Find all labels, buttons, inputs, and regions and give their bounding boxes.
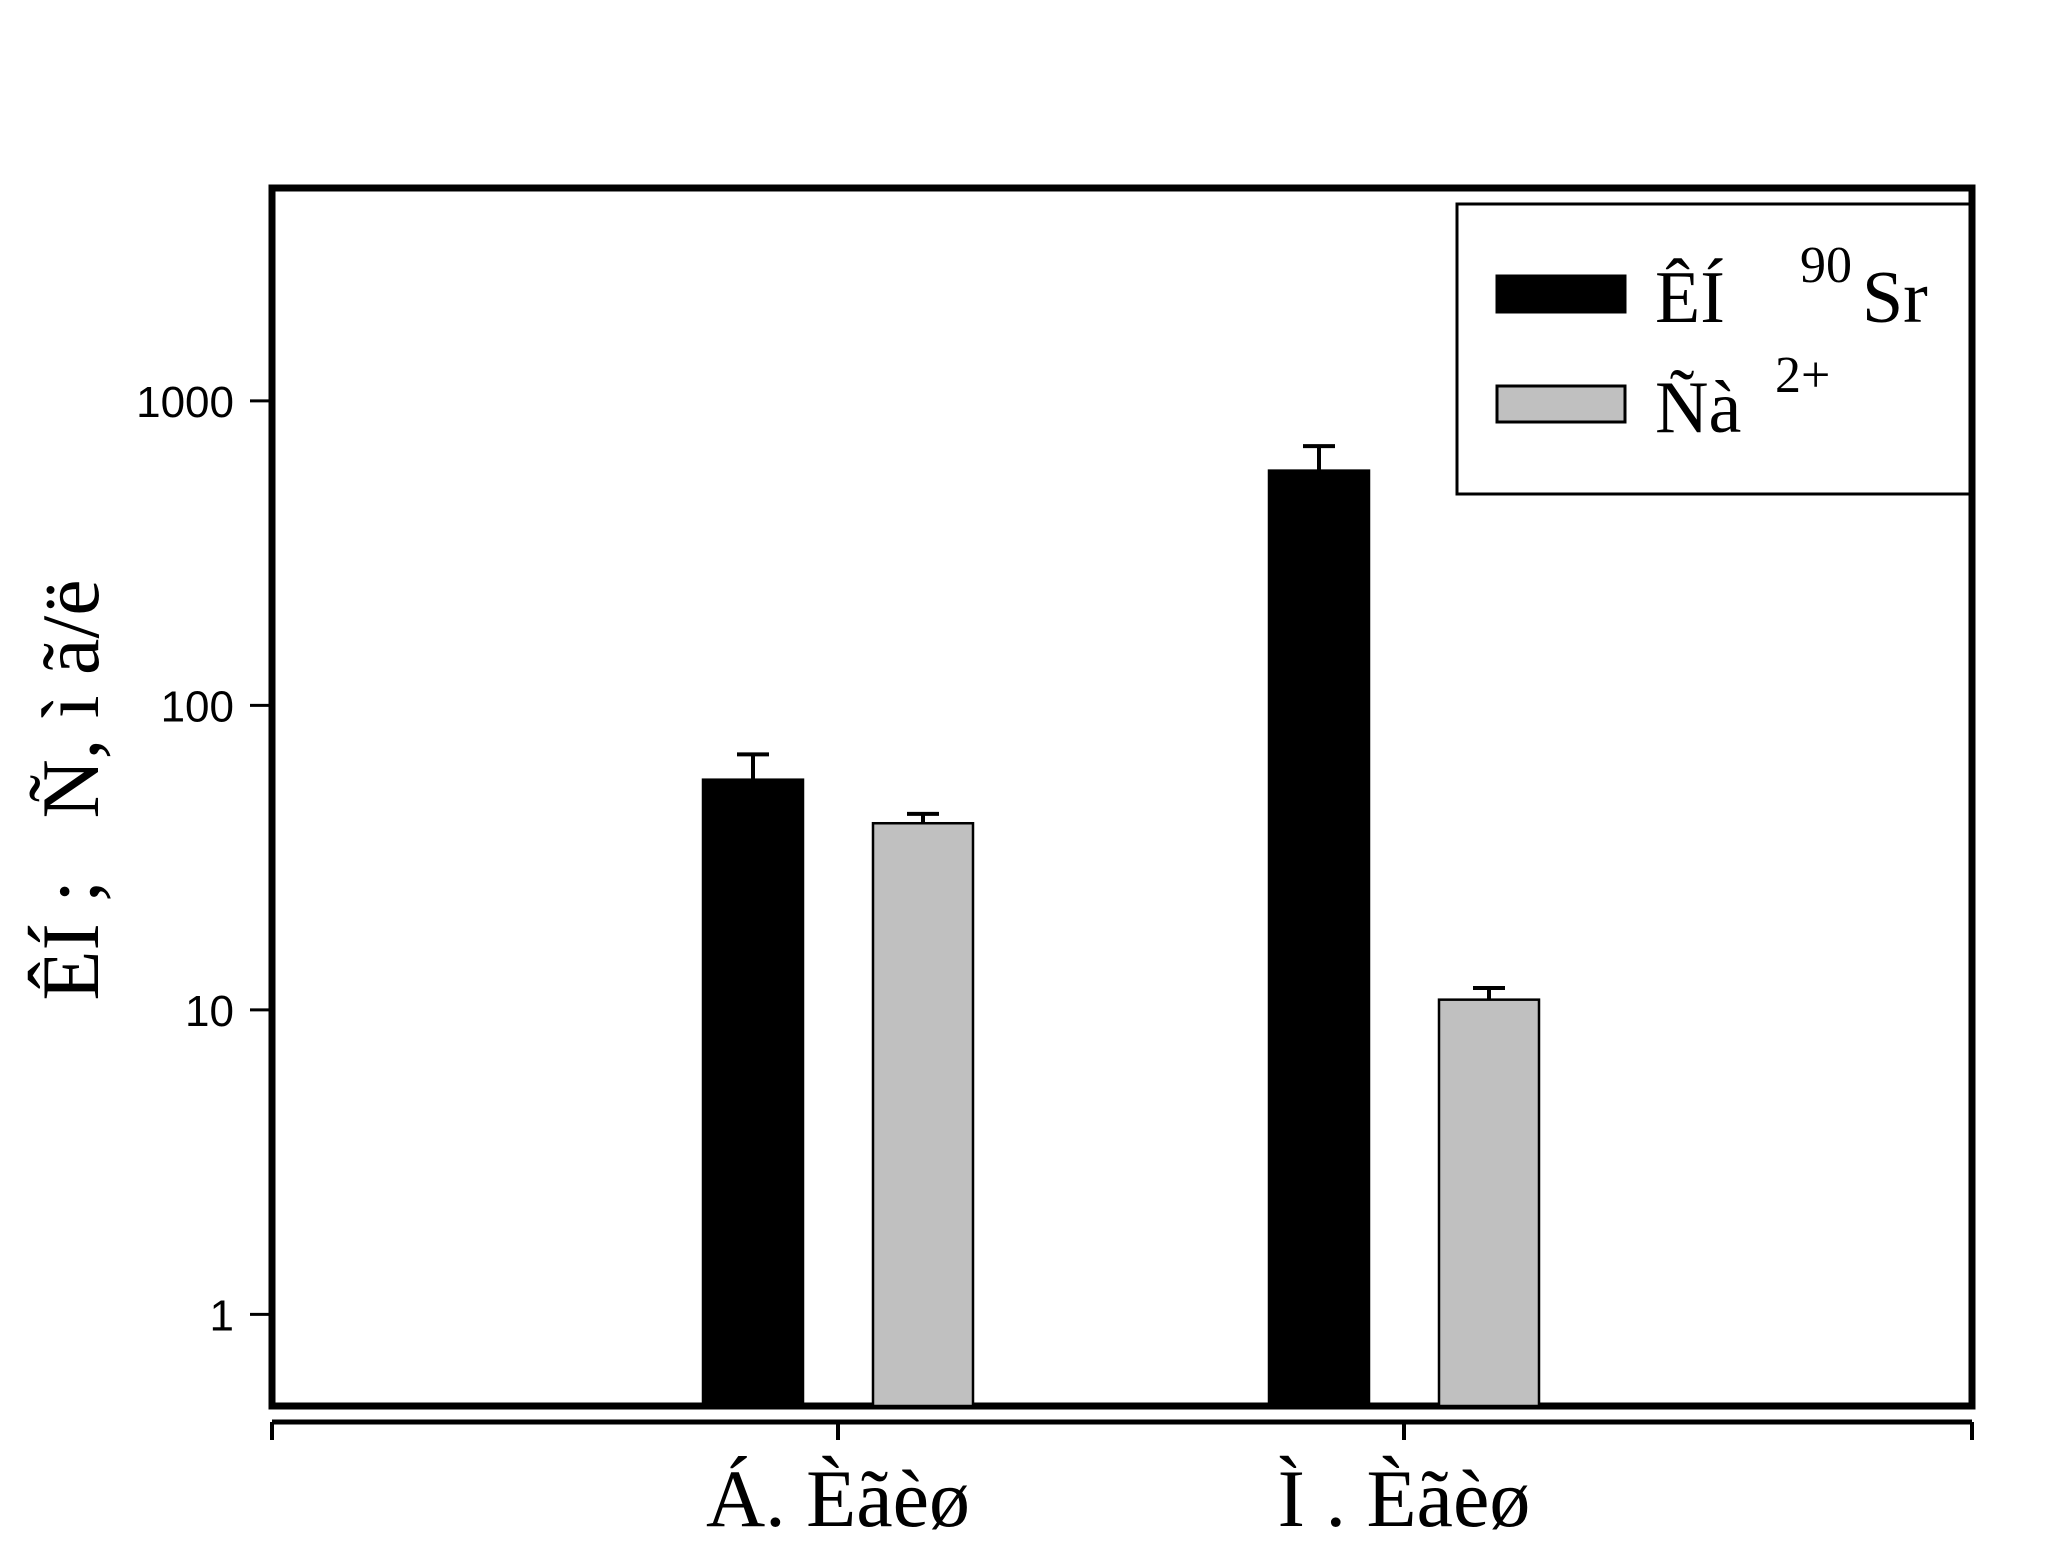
legend-superscript: 2+ [1775, 347, 1830, 404]
y-tick-label: 1 [210, 1291, 234, 1340]
y-tick-label: 1000 [136, 378, 234, 427]
axis-labels: Á. Èãèø Ì . Èãèø ÊÍ ; Ñ, ì ã/ë [25, 579, 1530, 1544]
legend-label: Ñà [1655, 367, 1741, 449]
legend-swatch [1495, 384, 1627, 424]
bar-series2 [1437, 998, 1541, 1408]
x-tick-label: Ì . Èãèø [1278, 1453, 1531, 1544]
bar-series1 [701, 778, 805, 1408]
legend-superscript: 90 [1800, 237, 1852, 294]
bar-series1 [1267, 469, 1371, 1408]
legend-label: ÊÍ [1655, 257, 1725, 339]
x-tick-label: Á. Èãèø [706, 1453, 970, 1544]
plot-frame [268, 184, 1976, 1410]
legend-suffix: Sr [1862, 257, 1928, 339]
y-tick-label: 100 [161, 682, 234, 731]
legend: ÊÍ 90 Sr Ñà 2+ [1455, 202, 1972, 496]
y-axis-label: ÊÍ ; Ñ, ì ã/ë [25, 579, 116, 1000]
legend-swatch [1495, 274, 1627, 314]
bar-series2 [871, 821, 975, 1408]
y-tick-label: 10 [185, 987, 234, 1036]
legend-box [1455, 202, 1972, 496]
plot-area: 1 10 100 1000 [136, 184, 1976, 1440]
